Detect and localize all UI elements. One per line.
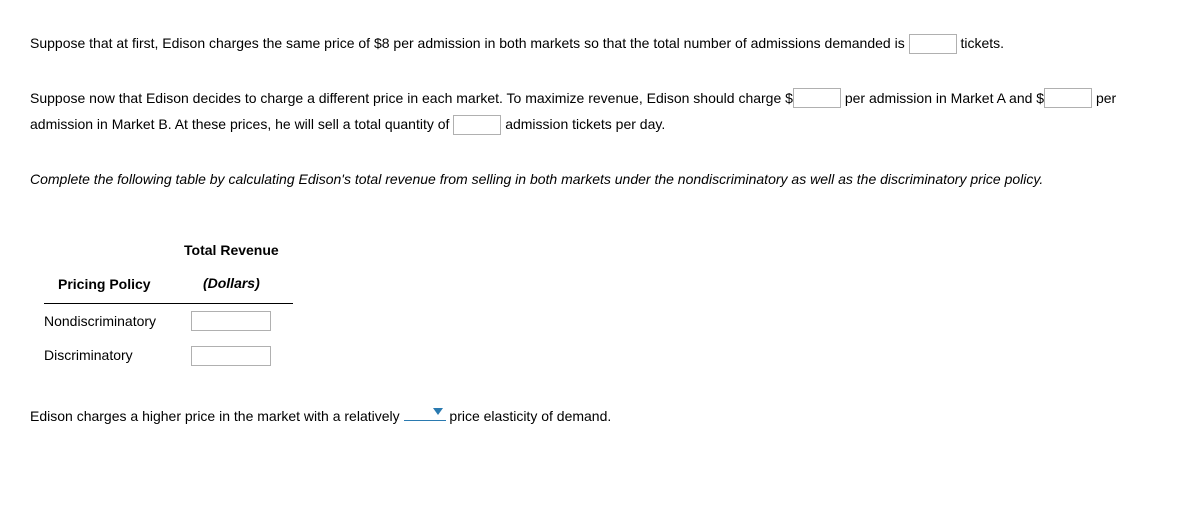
col-header-total-revenue: Total Revenue xyxy=(170,234,293,267)
chevron-down-icon xyxy=(432,407,444,417)
row-label-discriminatory: Discriminatory xyxy=(44,338,170,373)
price-market-a-input[interactable] xyxy=(793,88,841,108)
tickets-input[interactable] xyxy=(909,34,957,54)
text: Edison charges a higher price in the mar… xyxy=(30,408,404,424)
elasticity-dropdown[interactable] xyxy=(404,403,446,421)
total-quantity-input[interactable] xyxy=(453,115,501,135)
row-label-nondiscriminatory: Nondiscriminatory xyxy=(44,303,170,338)
price-market-b-input[interactable] xyxy=(1044,88,1092,108)
text: admission tickets per day. xyxy=(501,116,665,132)
text: price elasticity of demand. xyxy=(446,408,612,424)
paragraph-3-instructions: Complete the following table by calculat… xyxy=(30,166,1170,193)
paragraph-2: Suppose now that Edison decides to charg… xyxy=(30,85,1170,138)
table-row: Nondiscriminatory xyxy=(44,303,293,338)
col-header-pricing-policy: Pricing Policy xyxy=(44,267,170,303)
table-row: Discriminatory xyxy=(44,338,293,373)
col-subheader-dollars: (Dollars) xyxy=(170,267,293,303)
text: Suppose now that Edison decides to charg… xyxy=(30,90,785,106)
revenue-table: Total Revenue Pricing Policy (Dollars) N… xyxy=(44,234,1170,372)
dollar-sign: $ xyxy=(1036,90,1044,106)
nondiscriminatory-revenue-input[interactable] xyxy=(191,311,271,331)
paragraph-1: Suppose that at first, Edison charges th… xyxy=(30,30,1170,57)
text: tickets. xyxy=(957,35,1004,51)
dollar-sign: $ xyxy=(785,90,793,106)
text: Suppose that at first, Edison charges th… xyxy=(30,35,909,51)
paragraph-4: Edison charges a higher price in the mar… xyxy=(30,403,1170,430)
text: per admission in Market A and xyxy=(841,90,1036,106)
discriminatory-revenue-input[interactable] xyxy=(191,346,271,366)
